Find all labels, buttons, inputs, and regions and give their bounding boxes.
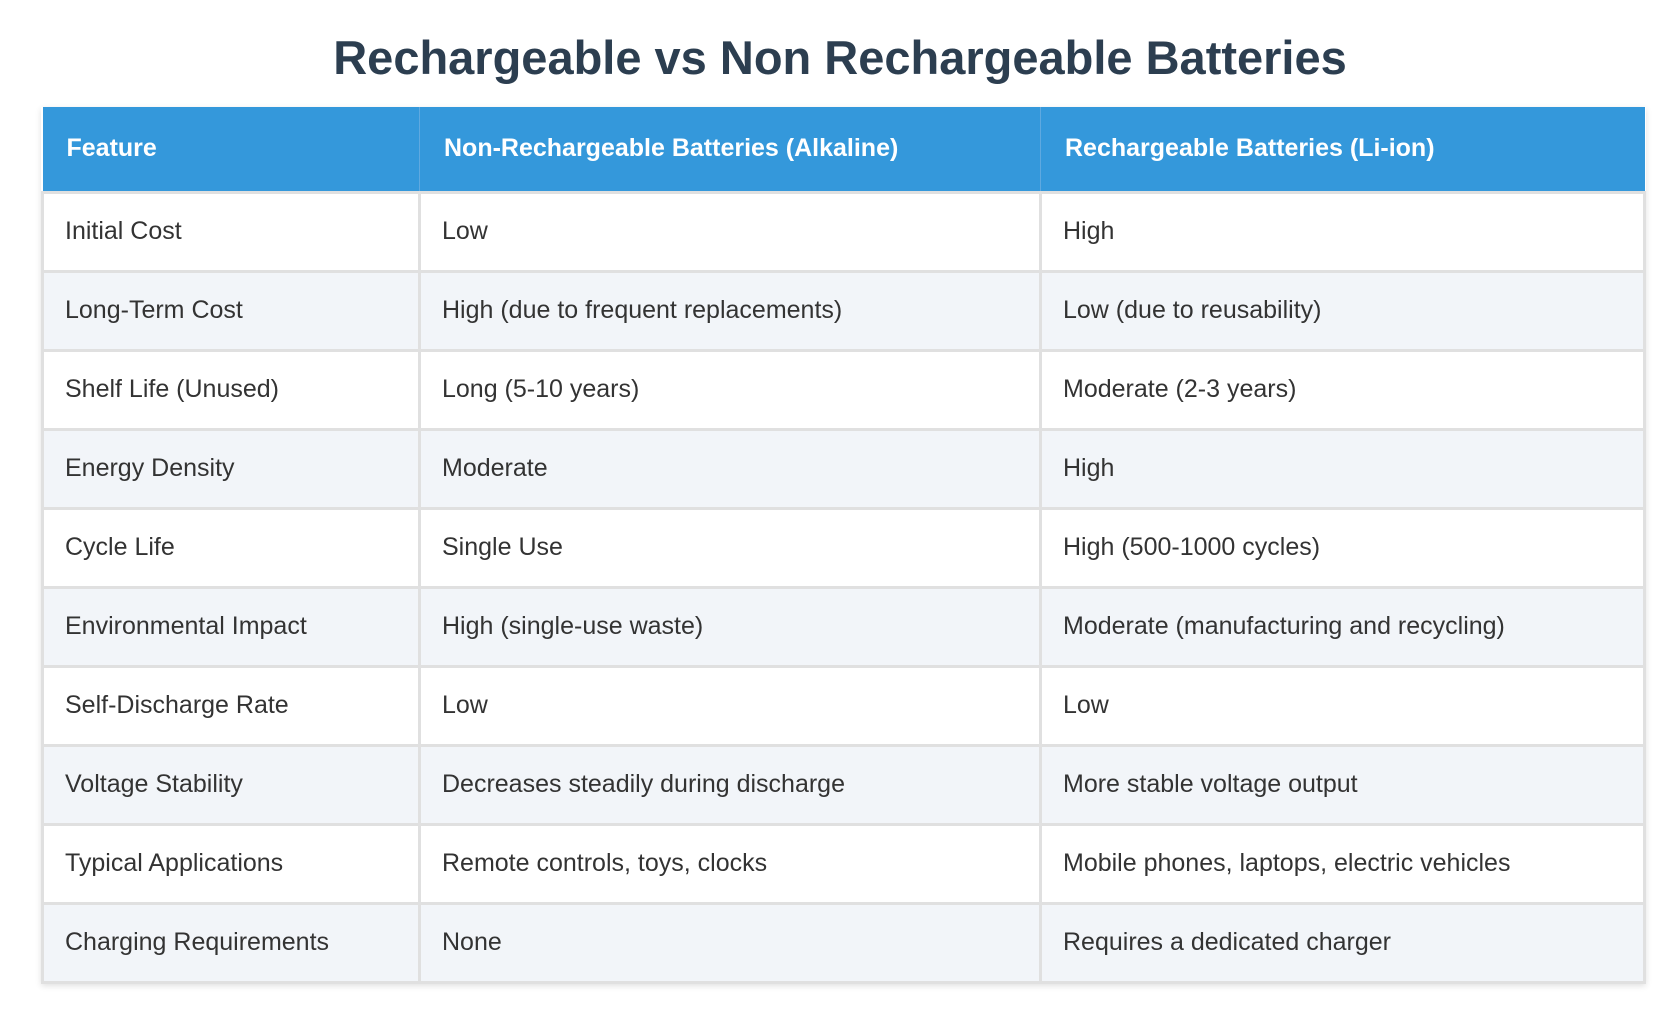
- feature-cell: Environmental Impact: [41, 585, 421, 668]
- comparison-table: Feature Non-Rechargeable Batteries (Alka…: [41, 107, 1646, 984]
- feature-cell: Self-Discharge Rate: [41, 664, 421, 747]
- rechargeable-cell: Moderate (manufacturing and recycling): [1039, 585, 1646, 668]
- header-rechargeable: Rechargeable Batteries (Li-ion): [1040, 107, 1645, 194]
- rechargeable-cell: High (500-1000 cycles): [1039, 506, 1646, 589]
- rechargeable-cell: High: [1039, 190, 1646, 273]
- non-rechargeable-cell: High (single-use waste): [418, 585, 1042, 668]
- rechargeable-cell: More stable voltage output: [1039, 743, 1646, 826]
- non-rechargeable-cell: None: [418, 901, 1042, 984]
- feature-cell: Initial Cost: [41, 190, 421, 273]
- feature-cell: Voltage Stability: [41, 743, 421, 826]
- non-rechargeable-cell: Single Use: [418, 506, 1042, 589]
- table-row: Charging Requirements None Requires a de…: [41, 901, 1646, 984]
- non-rechargeable-cell: Long (5-10 years): [418, 348, 1042, 431]
- table-row: Self-Discharge Rate Low Low: [41, 664, 1646, 747]
- feature-cell: Typical Applications: [41, 822, 421, 905]
- feature-cell: Shelf Life (Unused): [41, 348, 421, 431]
- feature-cell: Energy Density: [41, 427, 421, 510]
- rechargeable-cell: Requires a dedicated charger: [1039, 901, 1646, 984]
- header-feature: Feature: [42, 107, 420, 194]
- rechargeable-cell: Moderate (2-3 years): [1039, 348, 1646, 431]
- feature-cell: Charging Requirements: [41, 901, 421, 984]
- rechargeable-cell: Mobile phones, laptops, electric vehicle…: [1039, 822, 1646, 905]
- non-rechargeable-cell: Low: [418, 190, 1042, 273]
- rechargeable-cell: Low (due to reusability): [1039, 269, 1646, 352]
- non-rechargeable-cell: Low: [418, 664, 1042, 747]
- feature-cell: Cycle Life: [41, 506, 421, 589]
- page-title: Rechargeable vs Non Rechargeable Batteri…: [333, 31, 1347, 84]
- table-row: Environmental Impact High (single-use wa…: [41, 585, 1646, 668]
- table-row: Energy Density Moderate High: [41, 427, 1646, 510]
- non-rechargeable-cell: Moderate: [418, 427, 1042, 510]
- rechargeable-cell: High: [1039, 427, 1646, 510]
- table-header-row: Feature Non-Rechargeable Batteries (Alka…: [42, 107, 1645, 194]
- non-rechargeable-cell: Decreases steadily during discharge: [418, 743, 1042, 826]
- rechargeable-cell: Low: [1039, 664, 1646, 747]
- table-row: Initial Cost Low High: [41, 190, 1646, 273]
- non-rechargeable-cell: Remote controls, toys, clocks: [418, 822, 1042, 905]
- header-non-rechargeable: Non-Rechargeable Batteries (Alkaline): [419, 107, 1041, 194]
- table-row: Typical Applications Remote controls, to…: [41, 822, 1646, 905]
- table-row: Voltage Stability Decreases steadily dur…: [41, 743, 1646, 826]
- table-row: Long-Term Cost High (due to frequent rep…: [41, 269, 1646, 352]
- table-row: Cycle Life Single Use High (500-1000 cyc…: [41, 506, 1646, 589]
- non-rechargeable-cell: High (due to frequent replacements): [418, 269, 1042, 352]
- table-row: Shelf Life (Unused) Long (5-10 years) Mo…: [41, 348, 1646, 431]
- feature-cell: Long-Term Cost: [41, 269, 421, 352]
